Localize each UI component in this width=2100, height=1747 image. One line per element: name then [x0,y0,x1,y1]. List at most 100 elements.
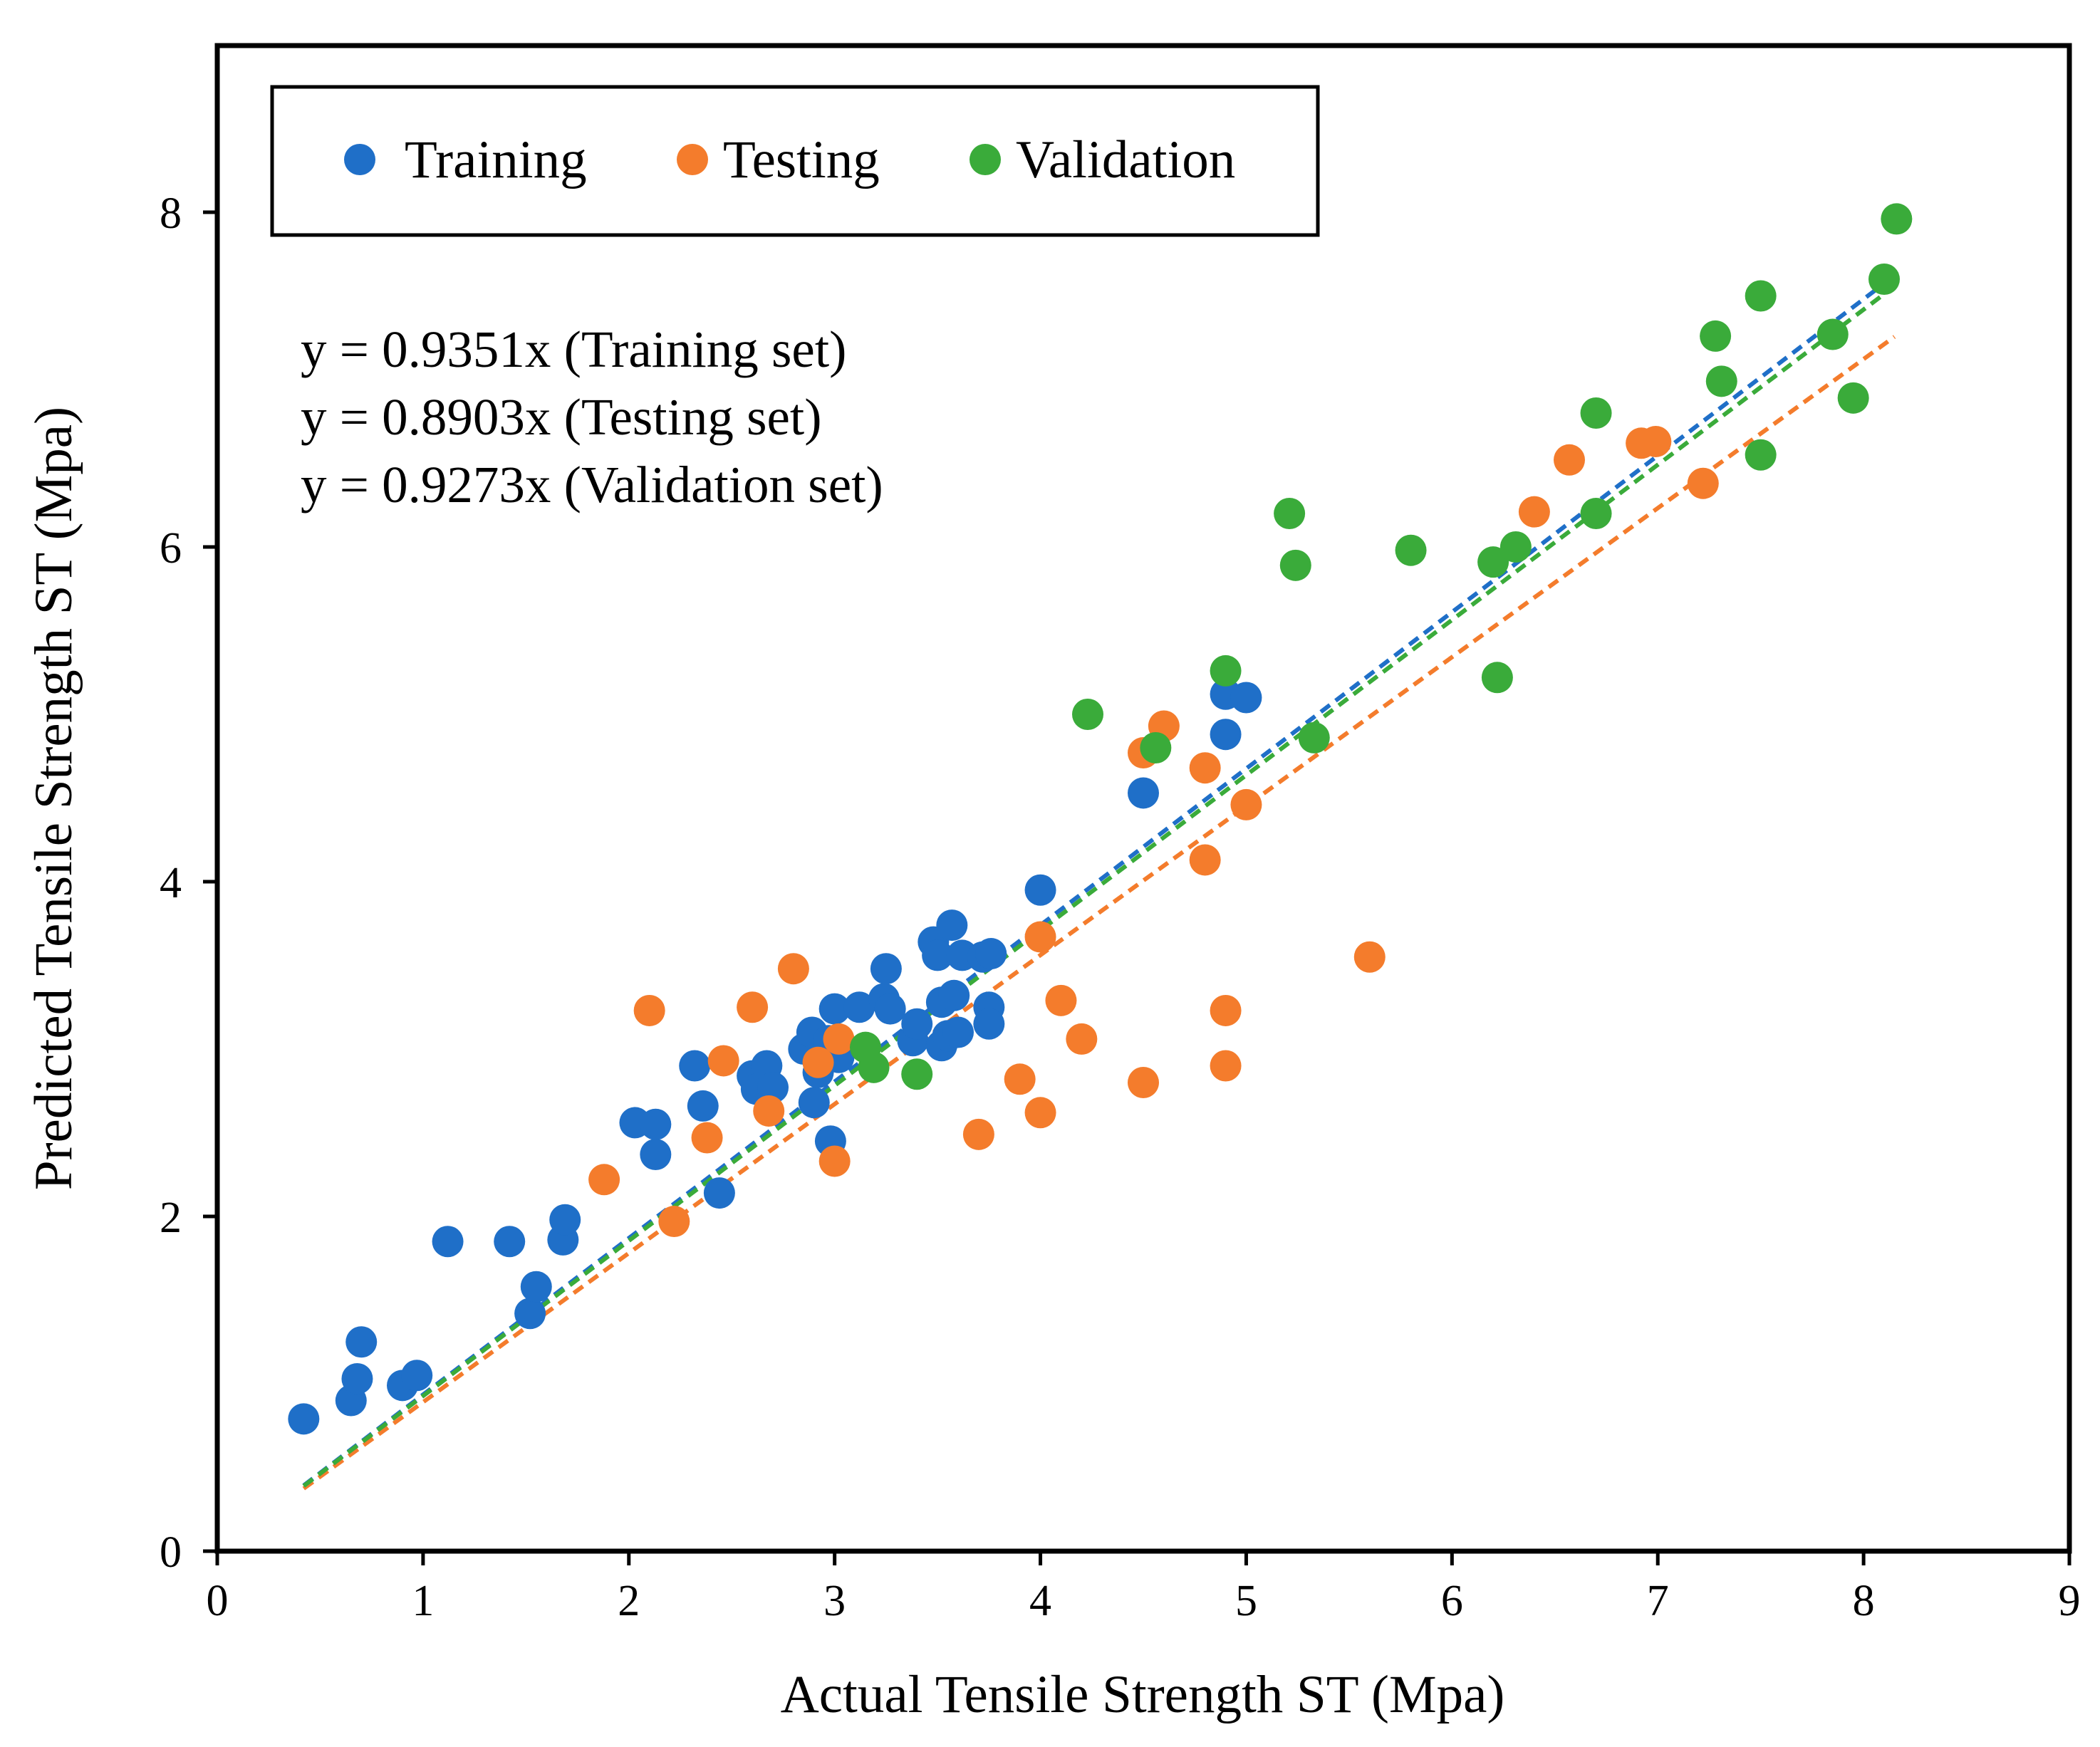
equation-annotations: y = 0.9351x (Training set) y = 0.8903x (… [301,320,883,513]
x-tick-label: 3 [823,1577,846,1625]
point-training [401,1360,433,1392]
point-training [843,991,875,1023]
point-training [432,1226,464,1258]
point-validation [1274,498,1306,529]
legend: Training Testing Validation [270,85,1320,237]
data-points [288,203,1913,1435]
legend-box [270,85,1320,237]
legend-label-validation: Validation [1016,130,1235,189]
axis-ticks: 0 1 2 3 4 5 6 7 8 9 0 2 4 6 8 [160,189,2081,1625]
x-tick-label: 9 [2059,1577,2081,1625]
point-training [703,1177,735,1209]
point-testing [818,1145,851,1177]
point-testing [658,1206,690,1238]
legend-marker-testing [677,144,708,175]
plot-frame [214,43,2072,1554]
point-training [341,1362,373,1394]
point-testing [1210,994,1242,1026]
x-tick-label: 2 [618,1577,640,1625]
point-testing [823,1023,855,1055]
point-validation [1580,498,1612,529]
point-testing [777,953,809,985]
point-validation [1580,397,1612,429]
point-validation [1700,320,1732,352]
point-testing [1189,844,1221,876]
point-training [1024,874,1056,906]
point-testing [802,1046,834,1078]
y-tick-label: 6 [160,524,182,573]
point-validation [1499,531,1532,563]
point-training [922,939,954,971]
x-tick-label: 4 [1029,1577,1051,1625]
trend-lines [302,273,1896,1491]
point-training [687,1090,719,1122]
point-testing [588,1164,620,1196]
point-validation [1816,318,1849,350]
equation-validation: y = 0.9273x (Validation set) [301,456,883,513]
point-training [640,1108,672,1140]
point-testing [1128,1067,1159,1098]
point-validation [1881,203,1913,235]
point-training [938,979,970,1011]
point-testing [1024,921,1056,953]
point-training [514,1298,546,1330]
legend-label-training: Training [405,130,587,189]
point-validation [1140,732,1172,763]
y-tick-label: 4 [160,859,182,907]
point-training [494,1226,526,1258]
point-testing [1554,444,1585,476]
y-tick-label: 8 [160,189,182,238]
point-training [1230,682,1262,714]
point-testing [691,1122,723,1154]
y-tick-label: 2 [160,1194,182,1242]
x-tick-label: 5 [1235,1577,1257,1625]
point-training [973,1008,1005,1040]
point-validation [901,1058,933,1090]
point-training [942,1016,974,1048]
point-validation [1072,699,1103,730]
x-tick-label: 6 [1441,1577,1463,1625]
point-testing [1230,788,1262,820]
point-training [520,1271,552,1303]
point-validation [858,1051,890,1083]
point-training [640,1139,672,1171]
point-validation [1868,264,1900,295]
point-testing [1687,467,1719,499]
x-tick-label: 0 [207,1577,229,1625]
point-testing [1066,1023,1098,1055]
point-testing [633,994,665,1026]
point-training [679,1050,711,1082]
point-validation [1481,662,1513,694]
equation-training: y = 0.9351x (Training set) [301,320,846,378]
point-training [549,1204,581,1236]
point-training [975,938,1007,970]
equation-testing: y = 0.8903x (Testing set) [301,388,822,446]
point-training [757,1072,789,1104]
point-validation [1705,365,1737,397]
legend-label-testing: Testing [723,130,880,189]
point-validation [1745,280,1777,312]
point-training [798,1087,830,1119]
point-validation [1210,655,1242,687]
point-testing [737,991,769,1023]
point-testing [1024,1097,1056,1129]
legend-marker-validation [970,144,1001,175]
point-training [870,953,902,985]
point-testing [1518,496,1550,528]
point-training [936,909,968,942]
point-training [874,993,906,1025]
point-validation [1279,549,1311,581]
x-tick-label: 1 [412,1577,434,1625]
point-training [818,993,851,1025]
point-testing [1640,425,1672,457]
point-validation [1745,439,1777,471]
x-axis-title: Actual Tensile Strength ST (Mpa) [781,1665,1505,1724]
legend-marker-training [344,144,375,175]
point-testing [1189,752,1221,784]
point-testing [1210,1050,1242,1082]
trend-line-testing [302,335,1896,1491]
point-training [901,1008,933,1040]
point-testing [1045,984,1077,1016]
point-validation [1298,721,1330,753]
